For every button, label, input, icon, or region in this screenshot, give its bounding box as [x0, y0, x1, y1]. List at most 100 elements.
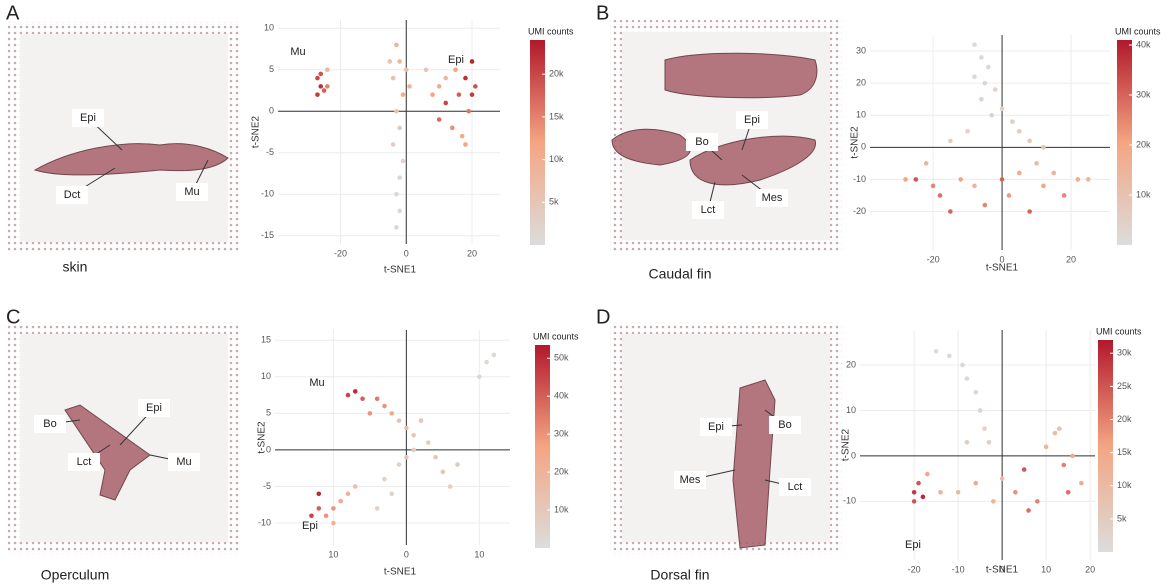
colorbar-tick-label: 40k	[1136, 39, 1151, 49]
point	[352, 484, 358, 489]
colorbar	[535, 345, 550, 548]
point	[477, 374, 482, 380]
point	[453, 67, 458, 73]
point	[989, 112, 995, 118]
point	[418, 418, 424, 423]
point	[1017, 128, 1022, 134]
point	[1021, 467, 1027, 472]
point	[999, 476, 1005, 481]
point	[1017, 170, 1022, 176]
point	[389, 411, 395, 416]
y-tick-label: 20	[846, 359, 856, 369]
point	[325, 84, 330, 89]
point	[397, 59, 402, 64]
image-label: Lct	[701, 204, 716, 216]
panel-letter: A	[6, 2, 20, 24]
annotation: Epi	[448, 54, 464, 66]
point	[985, 64, 991, 70]
point	[315, 75, 320, 81]
point	[394, 108, 399, 114]
x-axis-label: t-SNE1	[384, 567, 417, 578]
point	[920, 494, 926, 500]
y-tick-label: -10	[853, 174, 866, 184]
label-box	[769, 416, 801, 434]
point	[367, 411, 373, 416]
point	[1061, 462, 1067, 468]
y-tick-label: 5	[269, 64, 274, 74]
point	[396, 418, 402, 423]
tissue	[732, 379, 776, 549]
point	[1085, 177, 1091, 182]
x-tick-label: -20	[334, 248, 347, 258]
image-label: Epi	[80, 112, 96, 124]
y-tick-label: -10	[258, 517, 271, 527]
image-label: Dct	[64, 189, 81, 201]
image-label: Lct	[77, 456, 92, 468]
x-tick-label: 20	[467, 248, 477, 258]
label-box	[756, 189, 788, 207]
point	[986, 439, 992, 445]
point	[973, 480, 979, 486]
y-axis-label: t-SNE2	[257, 421, 268, 454]
point	[394, 191, 399, 197]
point	[469, 59, 475, 64]
point	[948, 209, 953, 214]
point	[463, 75, 468, 81]
y-tick-label: 10	[264, 23, 274, 33]
point	[404, 425, 409, 431]
point	[315, 92, 320, 97]
label-box	[692, 201, 724, 219]
point	[390, 142, 396, 147]
y-tick-label: -5	[266, 147, 274, 157]
point	[463, 142, 468, 147]
colorbar-title: UMI counts	[528, 26, 574, 36]
point	[455, 462, 460, 467]
point	[958, 177, 963, 182]
point	[1041, 183, 1046, 189]
point	[1013, 489, 1018, 495]
colorbar-tick-label: 15k	[549, 111, 564, 121]
image-label: Epi	[744, 114, 760, 126]
panel-letter: B	[596, 2, 609, 24]
point	[937, 193, 943, 198]
colorbar-tick-label: 30k	[554, 429, 569, 439]
image-label: Mu	[184, 186, 199, 198]
y-tick-label: -15	[261, 230, 274, 240]
colorbar-tick-label: 20k	[1136, 139, 1151, 149]
point	[436, 117, 442, 122]
y-tick-label: 10	[261, 371, 271, 381]
colorbar-tick-label: 10k	[549, 154, 564, 164]
annotation: Mu	[309, 377, 324, 389]
point	[316, 506, 322, 511]
point	[345, 491, 351, 497]
point	[443, 100, 449, 106]
colorbar-title: UMI counts	[533, 331, 579, 341]
x-tick-label: 10	[474, 549, 484, 559]
y-axis-label: t-SNE2	[850, 126, 861, 159]
label-box	[736, 111, 768, 129]
point	[345, 392, 351, 398]
point	[1010, 119, 1015, 124]
colorbar-tick-label: 15k	[1117, 447, 1132, 457]
point	[403, 67, 409, 73]
annotation: Epi	[905, 539, 921, 551]
point	[338, 498, 343, 504]
point	[1070, 453, 1075, 459]
point	[991, 499, 996, 504]
x-tick-label: 20	[1066, 254, 1076, 264]
point	[331, 520, 336, 526]
image-label: Epi	[708, 421, 724, 433]
point	[955, 489, 961, 495]
colorbar-tick-label: 10k	[1117, 480, 1132, 490]
point	[903, 177, 908, 182]
point	[390, 75, 396, 81]
point	[396, 462, 402, 467]
image-caption: Caudal fin	[648, 266, 711, 282]
image-label: Bo	[778, 419, 791, 431]
point	[318, 71, 324, 77]
point	[404, 454, 409, 460]
point	[911, 489, 917, 495]
point	[1043, 444, 1049, 450]
image-label: Bo	[695, 136, 708, 148]
